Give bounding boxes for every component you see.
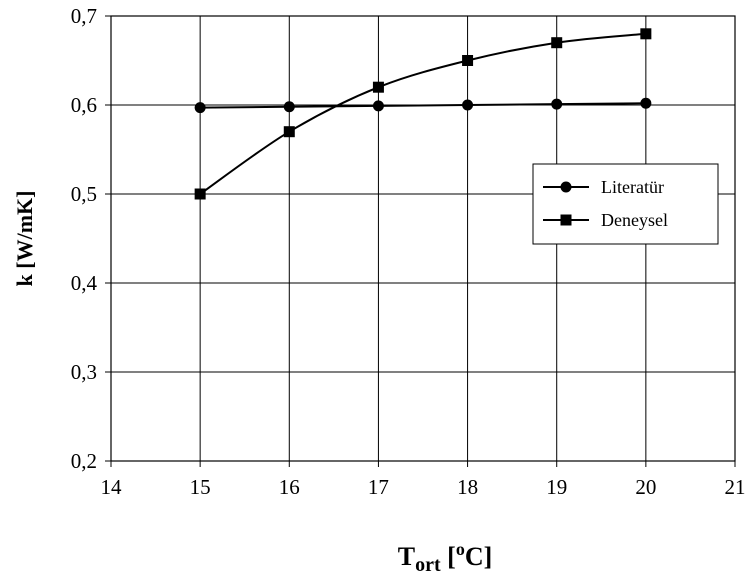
x-axis-label-sub: ort [415, 554, 441, 576]
legend-items: Literatür Deneysel [543, 177, 668, 230]
series-2 [194, 28, 652, 200]
y-axis-label: k [W/mK] [12, 191, 37, 287]
series-1-point [283, 101, 295, 113]
x-tick-label: 18 [457, 475, 478, 499]
legend-series-1-swatch-marker [560, 181, 572, 193]
series-1-point [372, 100, 384, 112]
series-1-point [551, 98, 563, 110]
x-tick-label: 15 [190, 475, 211, 499]
legend-series-2-swatch-marker [560, 214, 572, 226]
legend-series-1-label: Literatür [601, 177, 664, 197]
y-tick-label: 0,4 [71, 271, 98, 295]
series-group [194, 28, 652, 200]
series-2-point [462, 55, 474, 66]
series-1-line [200, 102, 646, 109]
plot-area [110, 15, 736, 462]
x-tick-label: 17 [368, 475, 389, 499]
x-axis-label-unit-sup: o [456, 539, 465, 559]
series-2-point [194, 188, 206, 200]
legend-series-2-label: Deneysel [601, 210, 668, 230]
series-2-point [551, 37, 563, 49]
x-axis-label-unit-close: C] [465, 542, 492, 571]
tick-labels: 14 15 16 17 18 19 20 21 0,2 0,3 0,4 0,5 0,6 0,7 [71, 4, 746, 499]
series-2-line [199, 32, 646, 195]
y-tick-label: 0,7 [71, 4, 97, 28]
x-axis-label-main: T [398, 542, 415, 571]
legend-box [532, 163, 719, 245]
x-tick-label: 16 [279, 475, 300, 499]
series-2-point [283, 126, 295, 138]
y-tick-label: 0,6 [71, 93, 97, 117]
x-tick-label: 19 [546, 475, 567, 499]
series-2-point [372, 81, 384, 93]
y-tick-label: 0,3 [71, 360, 97, 384]
y-tick-label: 0,5 [71, 182, 97, 206]
series-2-point [640, 28, 652, 40]
series-1-point [462, 99, 474, 111]
x-axis-label-unit-open: [ [441, 542, 456, 571]
x-axis-label: Tort [oC] [398, 539, 493, 576]
series-1 [194, 97, 652, 114]
x-tick-label: 21 [725, 475, 746, 499]
y-tick-label: 0,2 [71, 449, 97, 473]
x-tick-label: 14 [101, 475, 123, 499]
series-1-point [194, 102, 206, 114]
x-tick-label: 20 [635, 475, 656, 499]
legend: Literatür Deneysel [532, 163, 719, 245]
series-1-point [640, 97, 652, 109]
